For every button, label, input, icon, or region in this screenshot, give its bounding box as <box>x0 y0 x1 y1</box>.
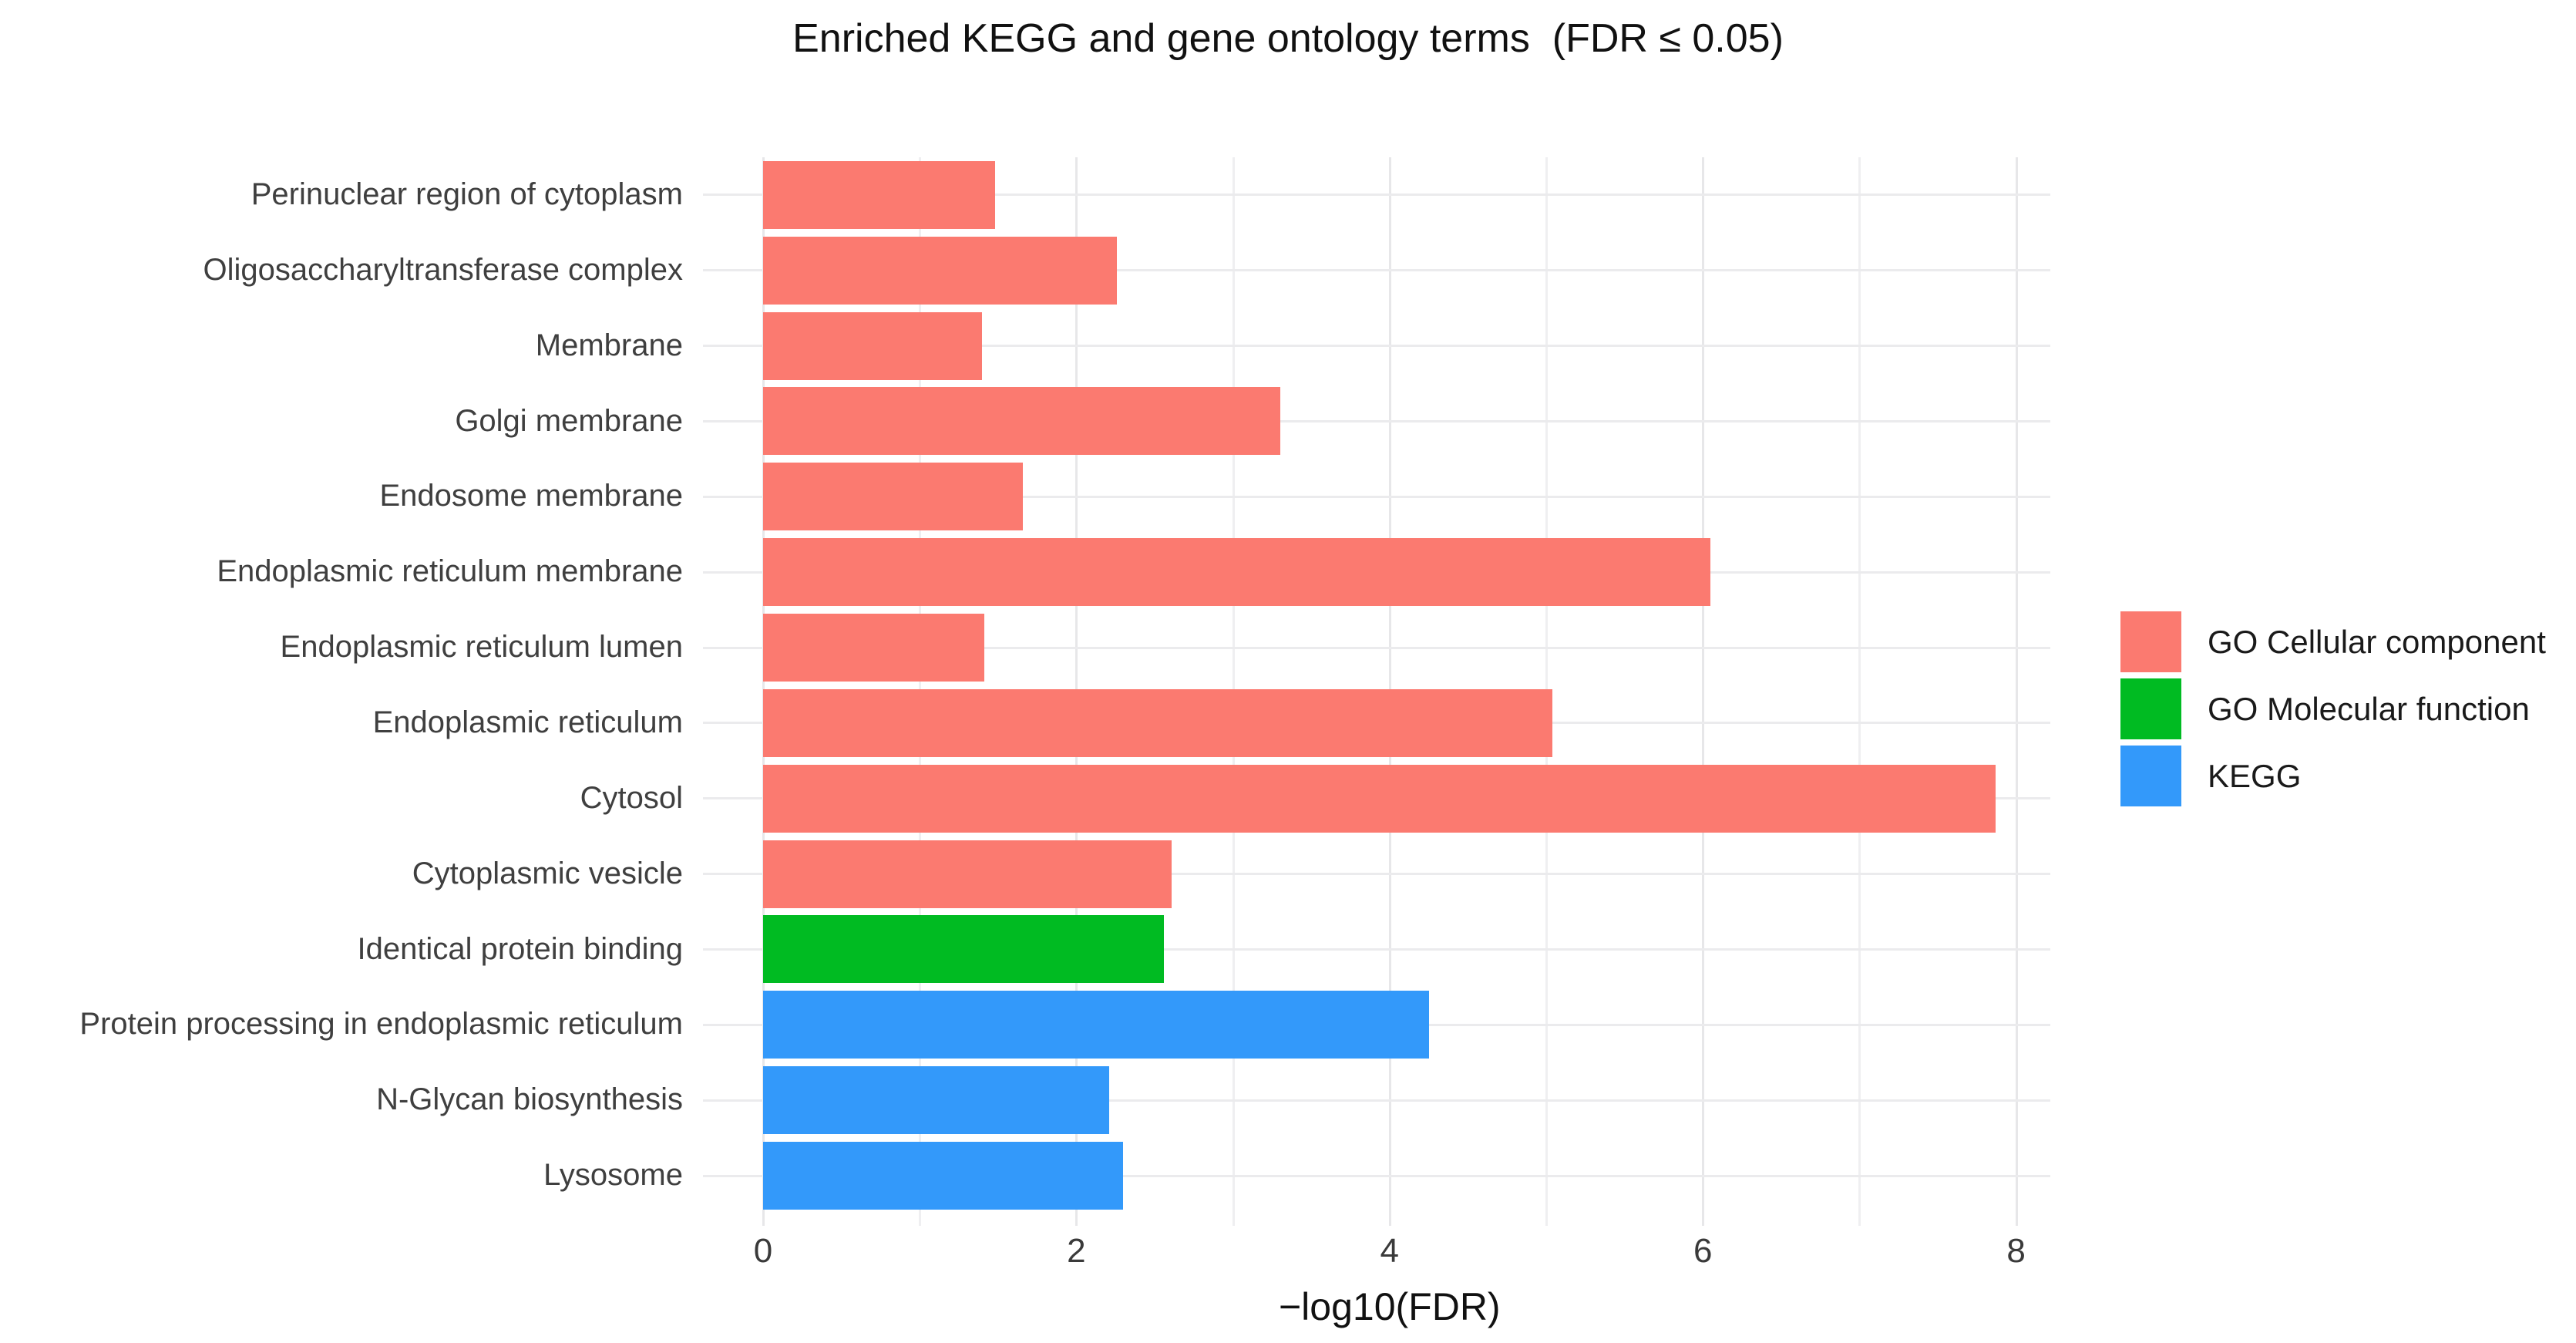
h-gridline <box>703 345 2050 348</box>
legend-swatch-icon <box>2120 678 2181 739</box>
h-gridline <box>703 194 2050 197</box>
h-gridline <box>703 873 2050 876</box>
y-axis-label: Endoplasmic reticulum <box>372 705 683 739</box>
bar-row <box>703 987 2050 1062</box>
y-axis-label: Golgi membrane <box>455 403 683 438</box>
bar-row <box>703 761 2050 836</box>
x-tick-label: 8 <box>2006 1232 2026 1270</box>
x-tick-label: 2 <box>1067 1232 1086 1270</box>
legend-swatch-icon <box>2120 746 2181 806</box>
h-gridline <box>703 269 2050 272</box>
bar-row <box>703 685 2050 761</box>
h-gridline <box>703 646 2050 649</box>
h-gridline <box>703 419 2050 422</box>
bar-lysosome <box>763 1142 1123 1210</box>
y-axis-label: N-Glycan biosynthesis <box>376 1082 683 1117</box>
bar-endoplasmic-reticulum-membrane <box>763 538 1710 607</box>
plot-panel <box>703 157 2050 1226</box>
h-gridline <box>703 1174 2050 1177</box>
v-gridline-minor <box>1858 157 1861 1226</box>
bar-row <box>703 1062 2050 1138</box>
x-axis-title: −log10(FDR) <box>1278 1285 1501 1328</box>
bar-endoplasmic-reticulum <box>763 688 1552 757</box>
h-gridline <box>703 948 2050 951</box>
bar-endosome-membrane <box>763 463 1023 531</box>
y-axis-label: Cytosol <box>580 780 683 815</box>
legend-label: GO Molecular function <box>2208 690 2530 727</box>
bar-golgi-membrane <box>763 387 1280 456</box>
y-axis-label: Perinuclear region of cytoplasm <box>251 177 683 211</box>
y-axis-label: Identical protein binding <box>357 931 683 966</box>
x-tick-label: 6 <box>1693 1232 1713 1270</box>
bar-n-glycan-biosynthesis <box>763 1066 1109 1135</box>
bar-cytosol <box>763 764 1996 833</box>
v-gridline-major <box>1702 157 1705 1226</box>
bar-identical-protein-binding <box>763 915 1164 984</box>
h-gridline <box>703 1099 2050 1102</box>
legend-swatch-icon <box>2120 611 2181 672</box>
h-gridline <box>703 495 2050 498</box>
y-axis-label: Membrane <box>535 328 683 362</box>
x-tick-label: 0 <box>753 1232 773 1270</box>
v-gridline-major <box>2015 157 2018 1226</box>
legend-label: KEGG <box>2208 757 2302 794</box>
bar-row <box>703 534 2050 610</box>
y-axis-label: Cytoplasmic vesicle <box>412 856 683 890</box>
bar-oligosaccharyltransferase-complex <box>763 236 1117 305</box>
bar-row <box>703 384 2050 459</box>
bar-cytoplasmic-vesicle <box>763 840 1172 908</box>
y-axis-label: Endoplasmic reticulum membrane <box>217 554 683 589</box>
bar-row <box>703 912 2050 988</box>
bar-perinuclear-region-of-cytoplasm <box>763 160 995 229</box>
y-axis-label: Endosome membrane <box>379 479 683 513</box>
bar-row <box>703 157 2050 233</box>
chart-title: Enriched KEGG and gene ontology terms (F… <box>792 16 1784 61</box>
y-axis-label: Lysosome <box>543 1158 683 1193</box>
bar-row <box>703 233 2050 308</box>
bar-endoplasmic-reticulum-lumen <box>763 614 984 682</box>
legend-label: GO Cellular component <box>2208 623 2546 660</box>
bar-protein-processing-in-endoplasmic-reticulum <box>763 991 1429 1059</box>
bar-row <box>703 308 2050 384</box>
x-tick-label: 4 <box>1380 1232 1400 1270</box>
y-axis-label: Endoplasmic reticulum lumen <box>280 630 683 665</box>
bar-row <box>703 610 2050 685</box>
bar-row <box>703 836 2050 912</box>
y-axis-label: Oligosaccharyltransferase complex <box>203 252 683 287</box>
y-axis-label: Protein processing in endoplasmic reticu… <box>79 1007 683 1042</box>
bar-membrane <box>763 311 982 380</box>
bar-row <box>703 459 2050 534</box>
bar-row <box>703 1138 2050 1213</box>
